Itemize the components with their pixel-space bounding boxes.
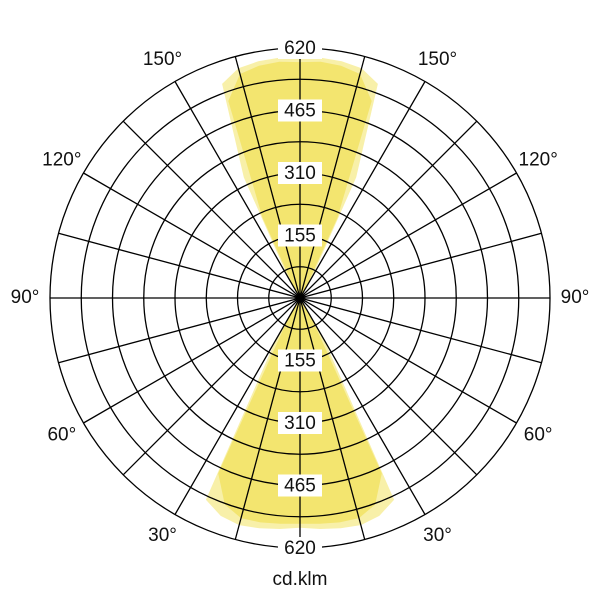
angle-label: 30° <box>148 525 177 546</box>
angle-label: 120° <box>519 150 558 171</box>
r-tick-label: 310 <box>284 413 316 434</box>
angle-label: 120° <box>42 150 81 171</box>
tick-label-bg <box>278 224 322 247</box>
intensity-lobe <box>300 61 382 524</box>
tick-label-bg <box>278 162 322 184</box>
angle-label: 150° <box>418 49 457 70</box>
tick-label-bg <box>278 99 322 122</box>
labels: 155 155 310 310 465 465 620 620 30° 30° 60° 60° 90° 9… <box>11 37 590 559</box>
angle-label: 90° <box>561 287 590 308</box>
r-tick-label: 465 <box>284 101 316 122</box>
axis-label: cd.klm <box>273 569 328 590</box>
intensity-lobe <box>218 61 300 524</box>
angle-label: 150° <box>143 49 182 70</box>
grid-spoke <box>234 56 366 540</box>
tick-label-bg <box>278 37 322 59</box>
r-tick-label: 620 <box>284 38 316 59</box>
angle-label: 60° <box>524 425 553 446</box>
r-tick-label: 155 <box>284 226 316 247</box>
angle-label: 90° <box>11 287 40 308</box>
tick-label-bg <box>278 412 322 434</box>
tick-label-bg <box>278 474 322 497</box>
tick-label-bg <box>278 349 322 372</box>
grid <box>49 47 551 549</box>
angle-label: 60° <box>47 425 76 446</box>
r-tick-label: 620 <box>284 538 316 559</box>
angle-label: 30° <box>423 525 452 546</box>
r-tick-label: 465 <box>284 476 316 497</box>
tick-label-bg <box>278 537 322 559</box>
r-tick-label: 155 <box>284 351 316 372</box>
r-tick-label: 310 <box>284 163 316 184</box>
